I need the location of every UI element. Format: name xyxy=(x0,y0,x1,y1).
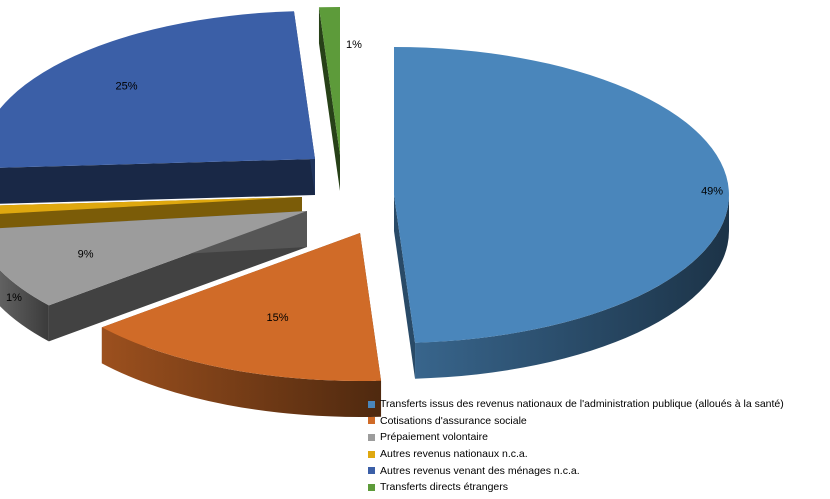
pie-slice-face-4 xyxy=(0,159,315,204)
pie-label-5: 1% xyxy=(346,39,362,51)
pie-slice-0 xyxy=(394,47,729,343)
pie-slice-4 xyxy=(0,11,315,168)
pie-slice-5 xyxy=(318,7,340,155)
pie-slice-wall-2 xyxy=(0,270,49,342)
legend-label: Prépaiement volontaire xyxy=(380,431,488,444)
legend-item: Autres revenus nationaux n.c.a. xyxy=(368,446,823,463)
legend-swatch xyxy=(368,400,375,408)
pie-slice-1 xyxy=(101,233,382,381)
legend-swatch xyxy=(368,483,375,491)
legend-label: Transferts issus des revenus nationaux d… xyxy=(380,398,784,411)
legend-swatch xyxy=(368,433,375,441)
pie-slice-2 xyxy=(0,211,307,306)
legend-label: Cotisations d'assurance sociale xyxy=(380,414,527,427)
pie-slice-face-0 xyxy=(394,195,416,379)
chart-legend: Transferts issus des revenus nationaux d… xyxy=(368,396,823,496)
legend-item: Autres revenus venant des ménages n.c.a. xyxy=(368,462,823,479)
pie-label-2: 9% xyxy=(78,248,94,260)
legend-swatch xyxy=(368,417,375,425)
pie-label-3: 1% xyxy=(6,292,22,304)
legend-item: Transferts issus des revenus nationaux d… xyxy=(368,396,823,413)
pie-slice-3 xyxy=(0,197,302,214)
pie-slice-wall-1 xyxy=(101,327,382,417)
pie-label-1: 15% xyxy=(266,312,288,324)
legend-label: Transferts directs étrangers xyxy=(380,481,508,494)
legend-item: Prépaiement volontaire xyxy=(368,429,823,446)
pie-label-0: 49% xyxy=(701,186,723,198)
pie-slice-wall-0 xyxy=(415,195,729,379)
legend-item: Transferts directs étrangers xyxy=(368,479,823,496)
legend-label: Autres revenus nationaux n.c.a. xyxy=(380,448,528,461)
legend-swatch xyxy=(368,467,375,475)
legend-item: Cotisations d'assurance sociale xyxy=(368,413,823,430)
legend-swatch xyxy=(368,450,375,458)
legend-label: Autres revenus venant des ménages n.c.a. xyxy=(380,464,580,477)
pie-label-4: 25% xyxy=(116,81,138,93)
pie-slice-face-5 xyxy=(318,7,340,192)
